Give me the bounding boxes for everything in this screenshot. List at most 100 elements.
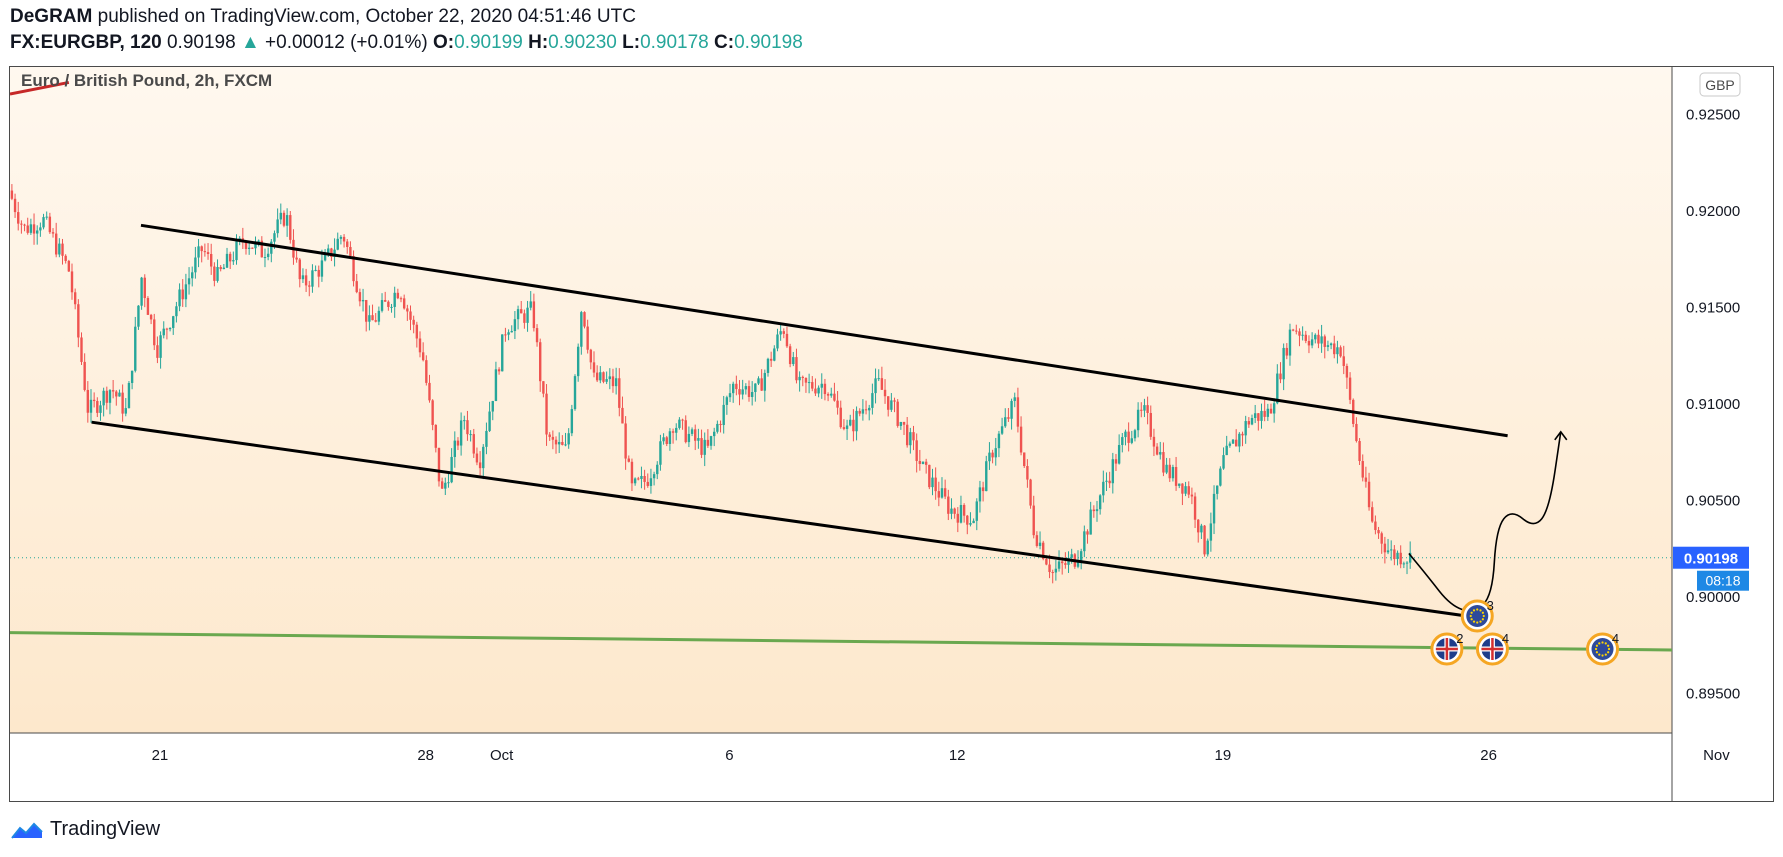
eu-flag-star [1482, 614, 1485, 618]
candle-body [1136, 409, 1140, 431]
candle-body [83, 361, 86, 390]
candle-body [225, 253, 229, 268]
candle-body [918, 460, 922, 464]
candle-body [618, 378, 621, 408]
eu-flag-field [1591, 638, 1614, 660]
candle-body [1399, 552, 1402, 565]
candle-body [387, 301, 390, 307]
eu-flag-event-icon[interactable]: 4 [1586, 631, 1620, 666]
candle-body [1272, 403, 1276, 414]
candle-body [162, 328, 165, 336]
candle-body [776, 334, 779, 349]
eu-flag-event-icon[interactable]: 3 [1460, 598, 1494, 633]
candle-body [1089, 509, 1092, 535]
candle-body [681, 419, 684, 421]
candle-body [210, 253, 213, 267]
candle-body [1393, 549, 1396, 560]
candle-body [58, 243, 61, 255]
candle-body [567, 433, 570, 445]
candle-body [931, 477, 934, 488]
candle-body [70, 271, 74, 293]
candle-body [314, 269, 317, 271]
candle-body [412, 319, 415, 325]
candle-body [440, 481, 444, 489]
candle-body [1038, 542, 1042, 546]
uk-flag-event-icon[interactable]: 4 [1475, 631, 1509, 666]
candle-body [561, 441, 564, 445]
eu-flag-star [1598, 653, 1601, 656]
candle-body [978, 487, 982, 502]
candle-body [32, 224, 36, 234]
candle-body [1358, 441, 1361, 462]
candle-body [96, 401, 99, 413]
eu-flag-star [1470, 618, 1473, 621]
candle-body [1108, 480, 1111, 484]
candle-body [640, 476, 643, 479]
candle-body [573, 376, 577, 410]
candle-body [1231, 439, 1235, 444]
candle-body [1355, 423, 1358, 442]
candle-body [140, 277, 143, 306]
candle-body [694, 429, 697, 441]
candle-body [77, 304, 80, 338]
x-tick-label: 28 [417, 747, 434, 764]
candle-body [1064, 563, 1067, 565]
candle-body [883, 389, 887, 397]
eu-flag-star [1598, 642, 1601, 645]
channel-upper-line [140, 223, 1508, 438]
candle-body [127, 383, 131, 409]
candle-body [890, 400, 893, 410]
candle-body [703, 439, 706, 455]
tradingview-logo[interactable]: TradingView [10, 818, 160, 841]
candle-body [1295, 330, 1298, 332]
candle-body [1016, 397, 1020, 427]
last-price-tag-label: 0.90198 [1684, 551, 1738, 568]
candle-body [352, 256, 355, 282]
candle-body [121, 392, 124, 414]
symbol-line: FX:EURGBP, 120 0.90198 ▲ +0.00012 (+0.01… [10, 32, 803, 54]
candle-body [1333, 343, 1336, 355]
candle-body [390, 306, 393, 308]
candle-body [1314, 334, 1317, 340]
candle-body [1361, 461, 1364, 478]
candle-body [656, 464, 659, 475]
chart-title: Euro / British Pound, 2h, FXCM [21, 71, 272, 90]
author-name[interactable]: DeGRAM [10, 6, 93, 27]
candle-body [909, 432, 912, 446]
candle-body [668, 431, 672, 444]
candle-body [494, 369, 498, 402]
candle-body [1257, 413, 1260, 421]
candle-body [1342, 356, 1345, 366]
candle-body [738, 389, 741, 395]
candle-body [39, 227, 42, 231]
candle-body [36, 230, 39, 234]
candle-body [871, 393, 874, 408]
candle-body [178, 289, 181, 307]
candle-body [605, 379, 608, 382]
candle-body [232, 260, 235, 262]
event-count-label: 3 [1487, 598, 1494, 613]
candle-body [950, 508, 953, 514]
candle-body [675, 427, 678, 433]
candle-body [966, 515, 969, 525]
candle-body [627, 458, 630, 462]
candle-body [526, 307, 529, 323]
candle-body [222, 267, 226, 270]
uk-flag-event-icon[interactable]: 2 [1430, 631, 1464, 666]
candle-body [415, 324, 419, 339]
candle-body [1152, 436, 1156, 447]
candle-body [156, 345, 159, 358]
candle-body [539, 342, 542, 382]
candle-body [804, 377, 808, 383]
price-chart[interactable]: 2 4 3 4 0.89500 0.90000 0.90500 0.91000 0.91500… [10, 67, 1773, 801]
candle-body [463, 420, 466, 422]
currency-badge[interactable]: GBP [1699, 72, 1741, 97]
candle-body [1380, 533, 1383, 544]
candle-body [1317, 334, 1320, 344]
candle-body [428, 382, 431, 401]
candle-body [213, 266, 216, 281]
candle-body [501, 334, 504, 372]
candle-body [972, 520, 975, 524]
candle-body [279, 212, 282, 220]
prior-trend-line [10, 80, 70, 96]
